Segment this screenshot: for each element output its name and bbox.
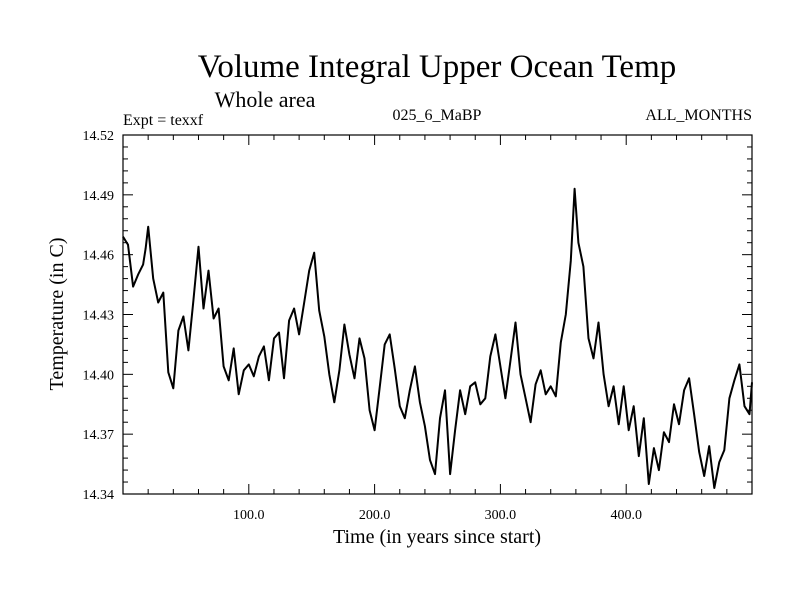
x-tick-label: 200.0 bbox=[359, 508, 391, 523]
header-period-label: 025_6_MaBP bbox=[393, 107, 482, 124]
y-tick-label: 14.43 bbox=[83, 309, 115, 324]
header-expt-label: Expt = texxf bbox=[123, 112, 204, 129]
header-months-label: ALL_MONTHS bbox=[645, 107, 752, 124]
chart-title: Volume Integral Upper Ocean Temp bbox=[198, 49, 676, 85]
y-tick-label: 14.37 bbox=[83, 428, 115, 443]
x-tick-label: 300.0 bbox=[485, 508, 517, 523]
y-axis: 14.34 14.37 14.40 14.43 14.46 14.49 14.52 bbox=[83, 129, 752, 503]
y-tick-label: 14.52 bbox=[83, 129, 115, 144]
y-tick-label: 14.40 bbox=[83, 368, 115, 383]
chart-subtitle: Whole area bbox=[215, 87, 316, 112]
plot-area: 14.34 14.37 14.40 14.43 14.46 14.49 14.52 100.… bbox=[83, 129, 753, 523]
x-tick-label: 100.0 bbox=[233, 508, 265, 523]
y-tick-label: 14.46 bbox=[83, 249, 115, 264]
y-tick-label: 14.34 bbox=[83, 488, 115, 503]
x-axis-label: Time (in years since start) bbox=[333, 526, 541, 548]
series-line bbox=[122, 187, 753, 489]
x-tick-label: 400.0 bbox=[610, 508, 642, 523]
y-tick-label: 14.49 bbox=[83, 189, 115, 204]
y-axis-label: Temperature (in C) bbox=[46, 238, 68, 391]
x-axis: 100.0 200.0 300.0 400.0 bbox=[147, 135, 728, 523]
